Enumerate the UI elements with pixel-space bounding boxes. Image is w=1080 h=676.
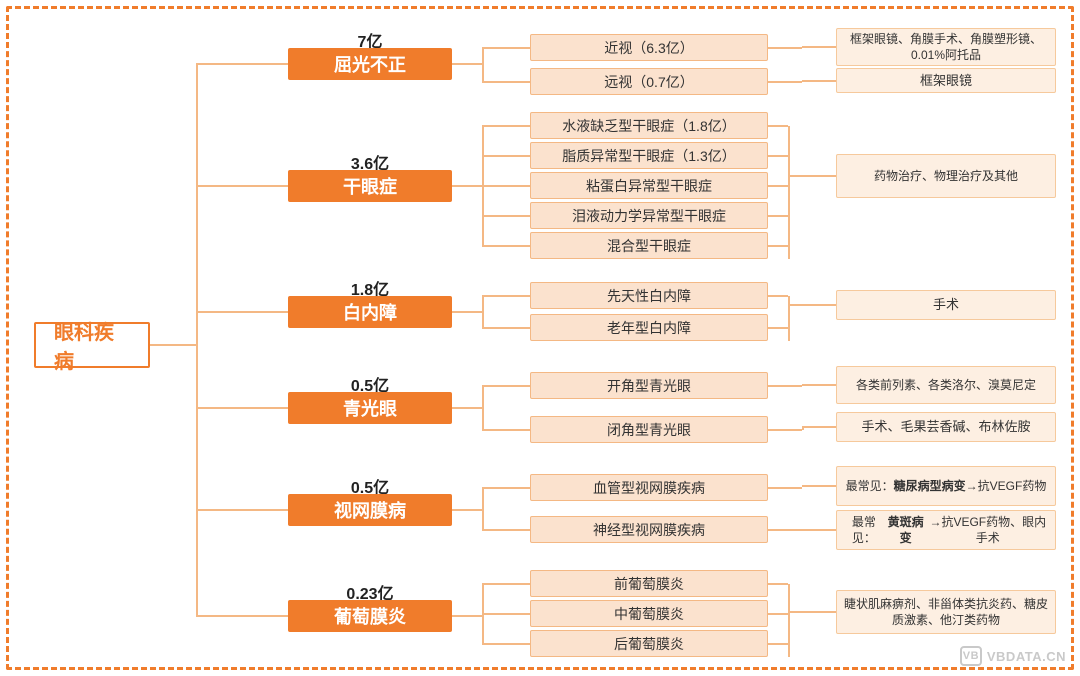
diagram-canvas: 眼科疾病7亿屈光不正近视（6.3亿）远视（0.7亿）框架眼镜、角膜手术、角膜塑形…	[6, 6, 1074, 670]
category-glaucoma: 青光眼	[288, 392, 452, 424]
treatment-glaucoma-0: 各类前列素、各类洛尔、溴莫尼定	[836, 366, 1056, 404]
subtype-glaucoma-0: 开角型青光眼	[530, 372, 768, 399]
watermark: VB VBDATA.CN	[960, 646, 1066, 666]
treatment-refractive-1: 框架眼镜	[836, 68, 1056, 93]
subtype-dry-eye-2: 粘蛋白异常型干眼症	[530, 172, 768, 199]
subtype-retina-0: 血管型视网膜疾病	[530, 474, 768, 501]
treatment-cataract-0: 手术	[836, 290, 1056, 320]
subtype-retina-1: 神经型视网膜疾病	[530, 516, 768, 543]
treatment-uveitis-0: 睫状肌麻痹剂、非甾体类抗炎药、糖皮质激素、他汀类药物	[836, 590, 1056, 634]
category-cataract: 白内障	[288, 296, 452, 328]
category-uveitis: 葡萄膜炎	[288, 600, 452, 632]
subtype-uveitis-2: 后葡萄膜炎	[530, 630, 768, 657]
subtype-cataract-1: 老年型白内障	[530, 314, 768, 341]
watermark-icon: VB	[960, 646, 982, 666]
subtype-dry-eye-1: 脂质异常型干眼症（1.3亿）	[530, 142, 768, 169]
treatment-glaucoma-1: 手术、毛果芸香碱、布林佐胺	[836, 412, 1056, 442]
category-refractive: 屈光不正	[288, 48, 452, 80]
category-dry-eye: 干眼症	[288, 170, 452, 202]
subtype-cataract-0: 先天性白内障	[530, 282, 768, 309]
treatment-dry-eye-0: 药物治疗、物理治疗及其他	[836, 154, 1056, 198]
subtype-dry-eye-4: 混合型干眼症	[530, 232, 768, 259]
treatment-retina-0: 最常见：糖尿病型病变→抗VEGF药物	[836, 466, 1056, 506]
subtype-refractive-1: 远视（0.7亿）	[530, 68, 768, 95]
subtype-glaucoma-1: 闭角型青光眼	[530, 416, 768, 443]
treatment-refractive-0: 框架眼镜、角膜手术、角膜塑形镜、0.01%阿托品	[836, 28, 1056, 66]
subtype-uveitis-1: 中葡萄膜炎	[530, 600, 768, 627]
subtype-dry-eye-3: 泪液动力学异常型干眼症	[530, 202, 768, 229]
subtype-refractive-0: 近视（6.3亿）	[530, 34, 768, 61]
category-retina: 视网膜病	[288, 494, 452, 526]
subtype-uveitis-0: 前葡萄膜炎	[530, 570, 768, 597]
treatment-retina-1: 最常见：黄斑病变→抗VEGF药物、眼内手术	[836, 510, 1056, 550]
root-node: 眼科疾病	[34, 322, 150, 368]
subtype-dry-eye-0: 水液缺乏型干眼症（1.8亿）	[530, 112, 768, 139]
watermark-text: VBDATA.CN	[987, 649, 1066, 664]
